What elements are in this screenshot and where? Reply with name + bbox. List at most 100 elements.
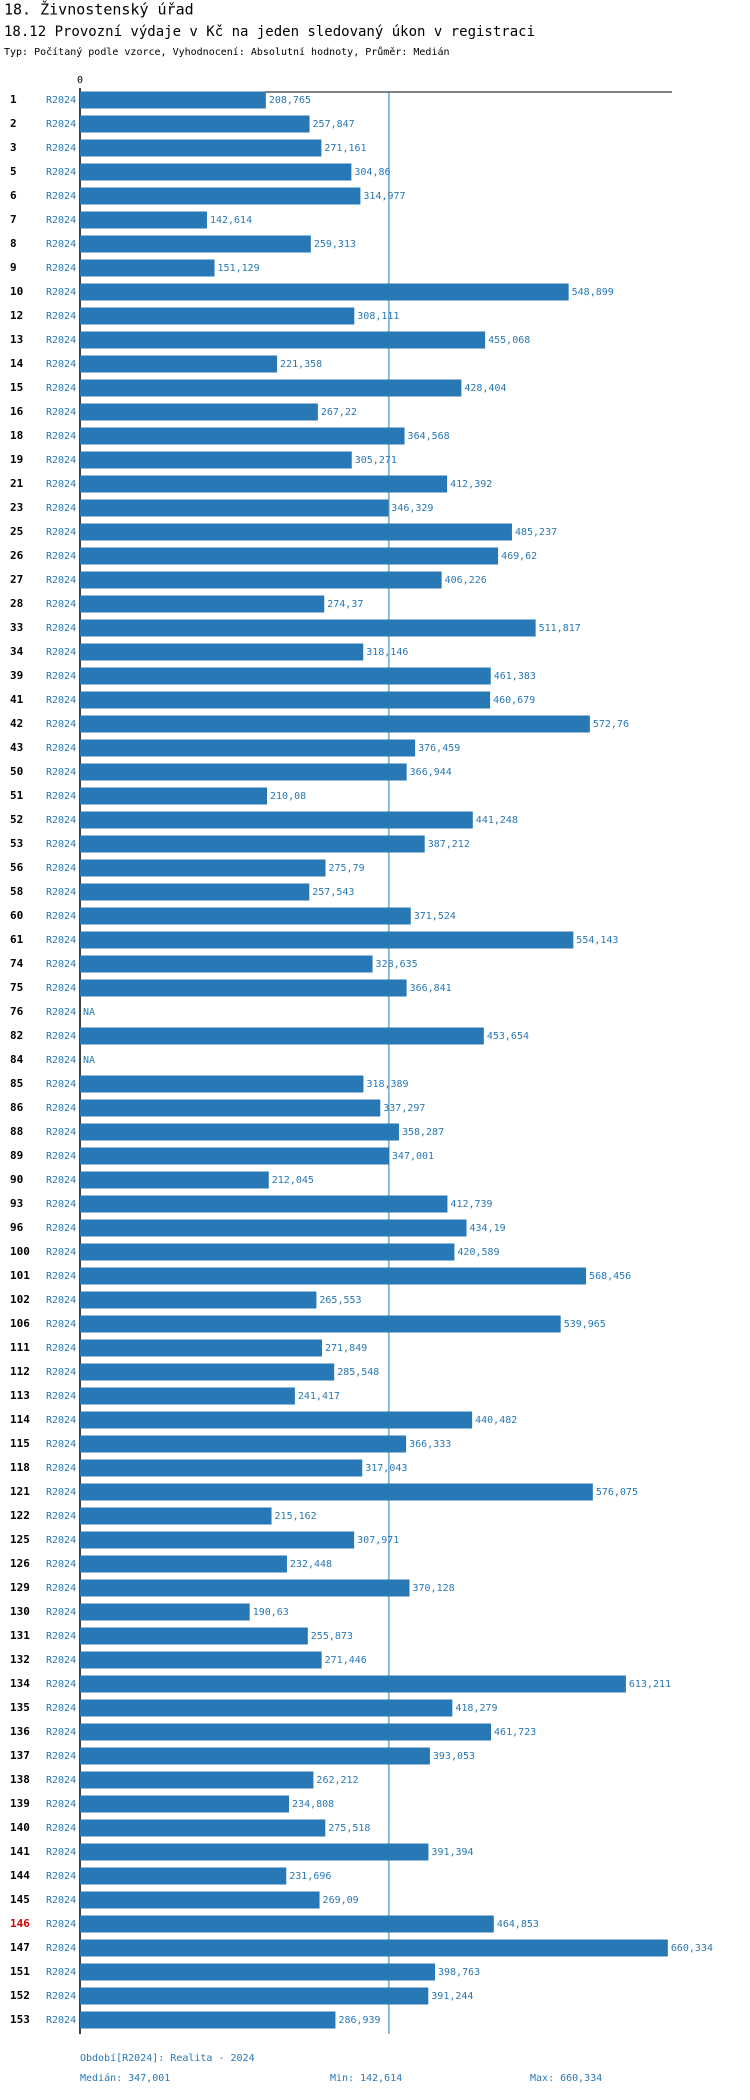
series-label: R2024 bbox=[46, 863, 76, 874]
category-label: 82 bbox=[10, 1029, 23, 1042]
series-label: R2024 bbox=[46, 1439, 76, 1450]
bar bbox=[80, 547, 499, 565]
bar bbox=[80, 1507, 272, 1525]
series-label: R2024 bbox=[46, 2015, 76, 2026]
category-label: 12 bbox=[10, 309, 23, 322]
category-label: 58 bbox=[10, 885, 23, 898]
category-label: 53 bbox=[10, 837, 23, 850]
category-label: 139 bbox=[10, 1797, 30, 1810]
bar bbox=[80, 1843, 429, 1861]
bar bbox=[80, 1555, 287, 1573]
bar bbox=[80, 1627, 308, 1645]
bar bbox=[80, 1819, 326, 1837]
value-label: 255,873 bbox=[311, 1631, 353, 1642]
bar bbox=[80, 1939, 668, 1957]
value-label: 190,63 bbox=[253, 1607, 289, 1618]
category-label: 15 bbox=[10, 381, 23, 394]
bar bbox=[80, 1531, 355, 1549]
value-label: 275,79 bbox=[329, 863, 365, 874]
value-label: 212,045 bbox=[272, 1175, 314, 1186]
category-label: 93 bbox=[10, 1197, 23, 1210]
series-label: R2024 bbox=[46, 935, 76, 946]
series-label: R2024 bbox=[46, 1535, 76, 1546]
category-label: 50 bbox=[10, 765, 23, 778]
value-label: 271,161 bbox=[324, 143, 366, 154]
series-label: R2024 bbox=[46, 1271, 76, 1282]
series-label: R2024 bbox=[46, 983, 76, 994]
series-label: R2024 bbox=[46, 143, 76, 154]
category-label: 153 bbox=[10, 2013, 30, 2026]
category-label: 125 bbox=[10, 1533, 30, 1546]
bar bbox=[80, 355, 278, 373]
series-label: R2024 bbox=[46, 1055, 76, 1066]
series-label: R2024 bbox=[46, 1823, 76, 1834]
bar bbox=[80, 1675, 626, 1693]
series-label: R2024 bbox=[46, 1415, 76, 1426]
category-label: 141 bbox=[10, 1845, 30, 1858]
series-label: R2024 bbox=[46, 887, 76, 898]
category-label: 3 bbox=[10, 141, 17, 154]
bar bbox=[80, 955, 373, 973]
category-label: 122 bbox=[10, 1509, 30, 1522]
category-label: 6 bbox=[10, 189, 17, 202]
category-label: 19 bbox=[10, 453, 23, 466]
bar bbox=[80, 619, 536, 637]
category-label: 131 bbox=[10, 1629, 30, 1642]
bar bbox=[80, 1099, 381, 1117]
bar bbox=[80, 643, 364, 661]
series-label: R2024 bbox=[46, 1103, 76, 1114]
value-label: 370,128 bbox=[412, 1583, 454, 1594]
value-label: 376,459 bbox=[418, 743, 460, 754]
bar bbox=[80, 523, 512, 541]
bar bbox=[80, 235, 311, 253]
value-label: 420,589 bbox=[457, 1247, 499, 1258]
bar bbox=[80, 139, 322, 157]
series-label: R2024 bbox=[46, 1199, 76, 1210]
category-label: 21 bbox=[10, 477, 24, 490]
value-label: 548,899 bbox=[572, 287, 614, 298]
series-label: R2024 bbox=[46, 1127, 76, 1138]
series-label: R2024 bbox=[46, 839, 76, 850]
category-label: 88 bbox=[10, 1125, 23, 1138]
series-label: R2024 bbox=[46, 1655, 76, 1666]
bar bbox=[80, 763, 407, 781]
category-label: 90 bbox=[10, 1173, 23, 1186]
value-label: 347,001 bbox=[392, 1151, 434, 1162]
category-label: 56 bbox=[10, 861, 24, 874]
category-label: 61 bbox=[10, 933, 24, 946]
series-label: R2024 bbox=[46, 719, 76, 730]
value-label: 464,853 bbox=[497, 1919, 539, 1930]
value-label: 241,417 bbox=[298, 1391, 340, 1402]
bar bbox=[80, 1435, 407, 1453]
category-label: 121 bbox=[10, 1485, 30, 1498]
bar bbox=[80, 2011, 336, 2029]
bar bbox=[80, 811, 473, 829]
series-label: R2024 bbox=[46, 1343, 76, 1354]
series-label: R2024 bbox=[46, 1559, 76, 1570]
series-label: R2024 bbox=[46, 1247, 76, 1258]
series-label: R2024 bbox=[46, 1583, 76, 1594]
bar bbox=[80, 1195, 448, 1213]
bar bbox=[80, 1795, 290, 1813]
value-label: 275,518 bbox=[328, 1823, 370, 1834]
bar bbox=[80, 1267, 587, 1285]
series-label: R2024 bbox=[46, 503, 76, 514]
value-label: 274,37 bbox=[327, 599, 363, 610]
bar bbox=[80, 907, 411, 925]
value-label: 314,977 bbox=[363, 191, 405, 202]
series-label: R2024 bbox=[46, 1367, 76, 1378]
value-label: 412,739 bbox=[450, 1199, 492, 1210]
category-label: 26 bbox=[10, 549, 24, 562]
category-label: 34 bbox=[10, 645, 24, 658]
series-label: R2024 bbox=[46, 911, 76, 922]
category-label: 74 bbox=[10, 957, 24, 970]
category-label: 76 bbox=[10, 1005, 24, 1018]
category-label: 52 bbox=[10, 813, 23, 826]
value-label: 469,62 bbox=[501, 551, 537, 562]
series-label: R2024 bbox=[46, 791, 76, 802]
category-label: 118 bbox=[10, 1461, 30, 1474]
value-label: 572,76 bbox=[593, 719, 629, 730]
category-label: 33 bbox=[10, 621, 23, 634]
bar bbox=[80, 331, 486, 349]
value-label: 613,211 bbox=[629, 1679, 671, 1690]
